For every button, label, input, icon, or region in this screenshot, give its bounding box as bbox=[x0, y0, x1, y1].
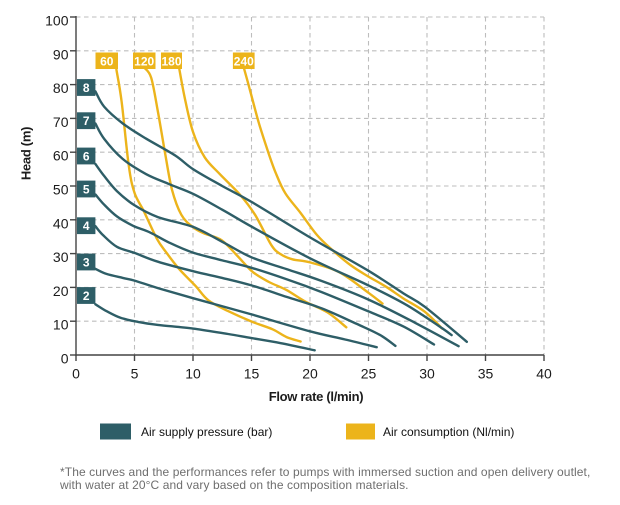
svg-text:30: 30 bbox=[419, 366, 435, 382]
svg-text:20: 20 bbox=[302, 366, 318, 382]
svg-text:5: 5 bbox=[131, 366, 139, 382]
svg-text:7: 7 bbox=[83, 114, 90, 128]
svg-text:20: 20 bbox=[53, 283, 69, 299]
svg-text:3: 3 bbox=[83, 255, 90, 269]
svg-text:Air consumption (Nl/min): Air consumption (Nl/min) bbox=[383, 425, 514, 439]
svg-text:0: 0 bbox=[61, 351, 69, 367]
svg-text:60: 60 bbox=[100, 54, 114, 68]
svg-text:35: 35 bbox=[478, 366, 494, 382]
svg-text:25: 25 bbox=[361, 366, 377, 382]
svg-text:60: 60 bbox=[53, 148, 69, 164]
svg-text:70: 70 bbox=[53, 114, 69, 130]
svg-text:2: 2 bbox=[83, 289, 90, 303]
svg-text:0: 0 bbox=[72, 366, 80, 382]
svg-text:100: 100 bbox=[45, 13, 69, 29]
svg-text:30: 30 bbox=[53, 249, 69, 265]
svg-text:Head (m): Head (m) bbox=[19, 127, 34, 180]
svg-text:4: 4 bbox=[83, 219, 90, 233]
svg-text:8: 8 bbox=[83, 81, 90, 95]
svg-text:80: 80 bbox=[53, 80, 69, 96]
svg-text:10: 10 bbox=[185, 366, 201, 382]
svg-text:90: 90 bbox=[53, 46, 69, 62]
svg-text:with water at 20°C and vary ba: with water at 20°C and vary based on the… bbox=[59, 478, 409, 492]
svg-text:180: 180 bbox=[161, 54, 181, 68]
svg-text:Air supply pressure (bar): Air supply pressure (bar) bbox=[141, 425, 272, 439]
svg-text:10: 10 bbox=[53, 317, 69, 333]
svg-text:40: 40 bbox=[536, 366, 552, 382]
svg-text:*The curves and the performanc: *The curves and the performances refer t… bbox=[60, 465, 590, 479]
svg-text:120: 120 bbox=[134, 54, 154, 68]
svg-text:6: 6 bbox=[83, 149, 90, 163]
svg-text:240: 240 bbox=[234, 54, 254, 68]
svg-text:Flow rate (l/min): Flow rate (l/min) bbox=[269, 389, 364, 404]
svg-text:50: 50 bbox=[53, 182, 69, 198]
svg-text:40: 40 bbox=[53, 215, 69, 231]
svg-text:15: 15 bbox=[244, 366, 260, 382]
svg-text:5: 5 bbox=[83, 182, 90, 196]
